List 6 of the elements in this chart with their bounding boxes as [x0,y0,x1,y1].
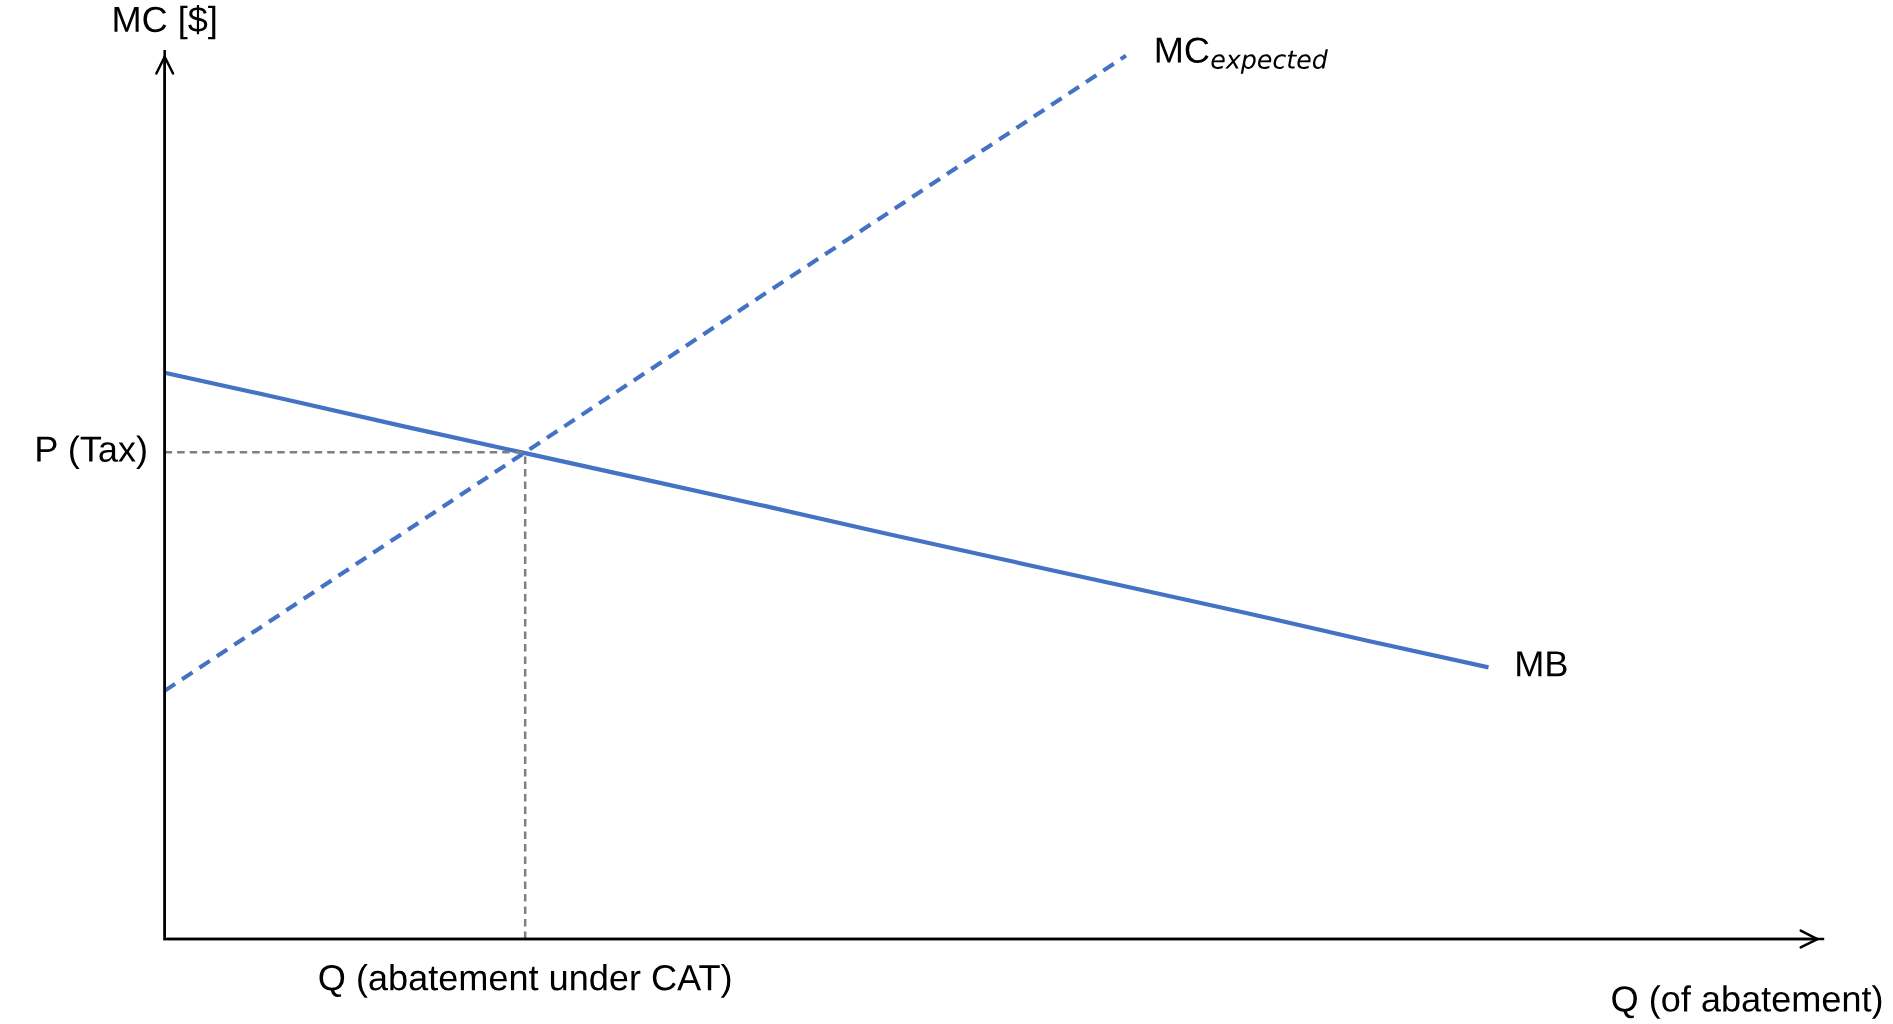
series-label: MC$_{expected}$ [1156,37,1328,74]
series-label: MB [1517,651,1567,677]
text: Q (abatement under CAT) [319,964,731,998]
ref-line-label: P (Tax) [37,435,146,470]
x-axis-title: Q (of abatement) [1612,985,1882,1019]
y-axis-title: MC [$] [114,5,216,40]
